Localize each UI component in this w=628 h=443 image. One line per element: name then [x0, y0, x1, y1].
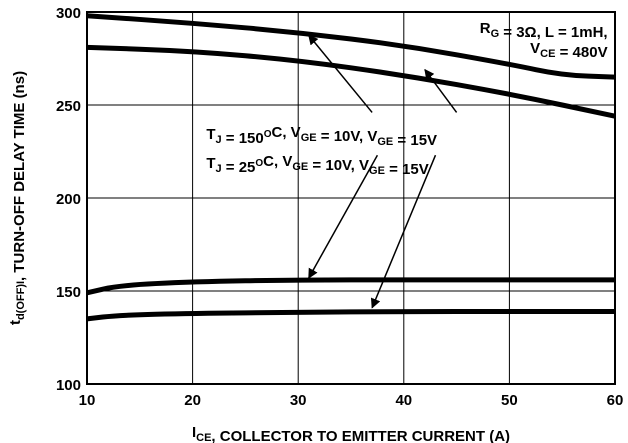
- y-tick-label: 300: [56, 5, 81, 22]
- y-tick-label: 100: [56, 377, 81, 394]
- series-line-4: [86, 308, 615, 322]
- x-tick-label: 30: [290, 392, 307, 409]
- tick-labels: 10 20 30 40 50 60 100 150 200 250 300: [56, 5, 623, 409]
- annotation-arrow: [308, 154, 379, 279]
- x-axis-title: ICE, COLLECTOR TO EMITTER CURRENT (A): [192, 424, 510, 443]
- conditions-line-2: VCE = 480V: [530, 40, 607, 61]
- annotations: RG = 3Ω, L = 1mH,VCE = 480V TJ = 150OC, V…: [206, 20, 607, 178]
- series-line-3: [86, 277, 615, 296]
- x-tick-label: 20: [184, 392, 201, 409]
- label-tj-150: TJ = 150OC, VGE = 10V, VGE = 15V: [206, 124, 437, 149]
- annotation-arrow: [370, 154, 437, 309]
- plot-frame: [86, 11, 616, 385]
- y-tick-label: 250: [56, 98, 81, 115]
- x-tick-label: 10: [79, 392, 96, 409]
- series-line-2: [86, 44, 616, 119]
- x-tick-label: 50: [501, 392, 518, 409]
- y-axis-title: td(OFF)I, TURN-OFF DELAY TIME (ns): [7, 71, 28, 325]
- annotation-arrows: [308, 34, 458, 309]
- series-lines: [86, 13, 616, 322]
- annotation-arrow: [308, 34, 373, 113]
- annotation-arrow: [424, 68, 458, 113]
- label-tj-25: TJ = 25OC, VGE = 10V, VGE = 15V: [206, 153, 428, 178]
- conditions-line-1: RG = 3Ω, L = 1mH,: [480, 20, 608, 41]
- y-axis-title-group: td(OFF)I, TURN-OFF DELAY TIME (ns): [7, 71, 28, 325]
- x-tick-label: 40: [395, 392, 412, 409]
- x-tick-label: 60: [607, 392, 624, 409]
- series-line-1: [86, 13, 616, 80]
- y-tick-label: 200: [56, 191, 81, 208]
- y-tick-label: 150: [56, 284, 81, 301]
